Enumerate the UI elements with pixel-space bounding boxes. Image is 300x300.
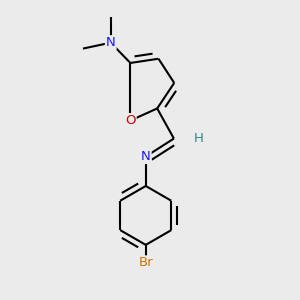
Text: Br: Br	[138, 256, 153, 269]
Text: N: N	[141, 150, 151, 163]
Text: N: N	[106, 36, 116, 49]
Text: H: H	[194, 132, 204, 145]
Text: O: O	[125, 114, 136, 127]
